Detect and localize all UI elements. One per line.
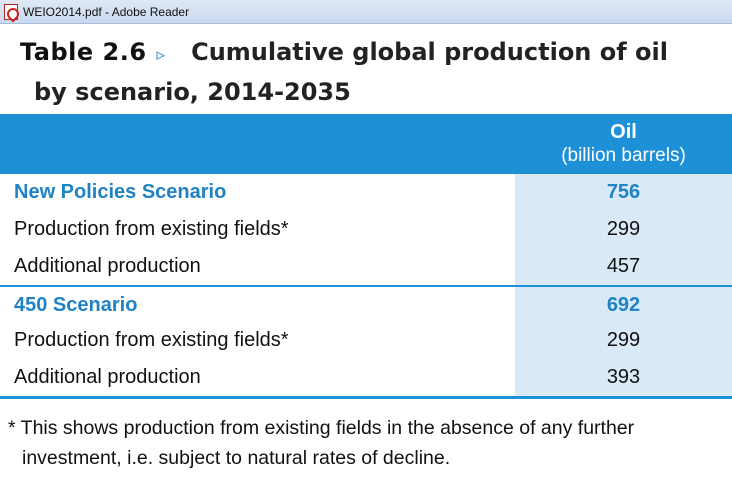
table-cell-label: Additional production: [14, 366, 201, 388]
table-title-line1: Cumulative global production of oil: [191, 38, 668, 66]
table-row-450-scenario: 692 450 Scenario: [0, 285, 732, 324]
table-header: Oil (billion barrels): [0, 114, 732, 174]
table-cell-label: New Policies Scenario: [14, 181, 227, 203]
table-row: 299 Production from existing fields*: [0, 322, 732, 359]
table-cell-label: 450 Scenario: [14, 294, 138, 316]
oil-column-header: Oil (billion barrels): [515, 120, 732, 168]
pdf-icon: [4, 3, 18, 20]
column-header-unit: (billion barrels): [561, 145, 686, 166]
table-cell-label: Production from existing fields*: [14, 329, 289, 351]
table-cell-value: 756: [515, 174, 732, 211]
table-cell-value: 692: [515, 287, 732, 324]
table-cell-value: 457: [515, 248, 732, 285]
triangle-marker-icon: ▹: [156, 45, 166, 65]
table-cell-label: Production from existing fields*: [14, 218, 289, 240]
table-footnote: * This shows production from existing fi…: [8, 413, 728, 473]
footnote-line2: investment, i.e. subject to natural rate…: [22, 447, 451, 469]
window-title-bar[interactable]: WEIO2014.pdf - Adobe Reader: [0, 0, 732, 24]
table-row: 393 Additional production: [0, 359, 732, 396]
table-bottom-rule: [0, 396, 732, 399]
window-title: WEIO2014.pdf - Adobe Reader: [23, 4, 190, 19]
table-row: 457 Additional production: [0, 248, 732, 285]
table-row: 299 Production from existing fields*: [0, 211, 732, 248]
table-cell-value: 393: [515, 359, 732, 396]
table-cell-label: Additional production: [14, 255, 201, 277]
footnote-line1: * This shows production from existing fi…: [8, 417, 635, 439]
table-cell-value: 299: [515, 322, 732, 359]
table-cell-value: 299: [515, 211, 732, 248]
production-table: Oil (billion barrels) 756 New Policies S…: [0, 114, 732, 399]
table-number: Table 2.6: [20, 38, 147, 66]
table-title-line2: by scenario, 2014-2035: [34, 78, 351, 106]
column-header-title: Oil: [610, 121, 637, 143]
table-row-new-policies: 756 New Policies Scenario: [0, 174, 732, 211]
table-heading: Table 2.6 ▹ Cumulative global production…: [20, 38, 668, 68]
